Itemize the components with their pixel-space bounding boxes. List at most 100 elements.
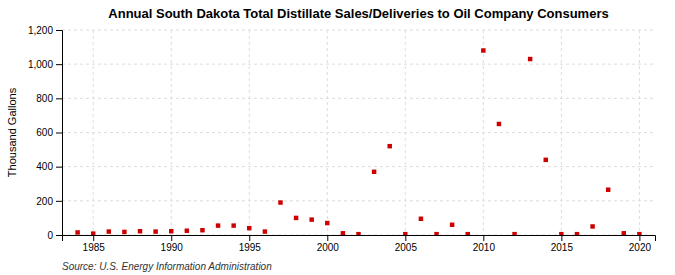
tick: 800 [36, 93, 62, 104]
grid-line [405, 30, 406, 235]
point [372, 170, 376, 174]
point [512, 232, 516, 235]
tick: 400 [36, 161, 62, 172]
point [91, 231, 95, 235]
point [107, 229, 111, 233]
tick: 1,000 [28, 59, 62, 70]
point [434, 232, 438, 235]
grid-line [483, 30, 484, 235]
point [325, 221, 329, 225]
point [590, 224, 594, 228]
tick-mark [56, 64, 62, 65]
point [450, 223, 454, 227]
tick-label: 800 [36, 93, 53, 104]
grid-line [62, 166, 655, 167]
axis-line [63, 236, 656, 242]
point [294, 216, 298, 220]
tick: 2005 [395, 235, 418, 253]
tick-mark [56, 98, 62, 99]
point [528, 57, 532, 61]
point [138, 229, 142, 233]
point [309, 217, 313, 221]
point [278, 200, 282, 204]
tick-label: 1,000 [28, 59, 53, 70]
point [622, 231, 626, 235]
grid-line [62, 200, 655, 201]
grid-line [93, 30, 94, 235]
tick: 2000 [317, 235, 340, 253]
point [466, 232, 470, 235]
tick-label: 2005 [395, 242, 418, 253]
tick-mark [56, 30, 62, 31]
point [637, 232, 641, 235]
tick-label: 2010 [473, 242, 496, 253]
tick-mark [483, 235, 484, 241]
tick-label: 0 [47, 230, 53, 241]
x-axis: 1985 1990 1995 2000 2005 2010 2015 2020 [63, 235, 656, 253]
point [247, 226, 251, 230]
point [403, 232, 407, 235]
tick-label: 1985 [83, 242, 106, 253]
grid [62, 30, 655, 235]
tick-mark [171, 235, 172, 241]
tick-mark [561, 235, 562, 241]
tick: 200 [36, 196, 62, 207]
grid-line [62, 98, 655, 99]
tick-label: 2020 [629, 242, 652, 253]
tick: 1,200 [28, 25, 62, 36]
tick-label: 400 [36, 161, 53, 172]
tick-mark [56, 167, 62, 168]
point [216, 223, 220, 227]
tick: 600 [36, 127, 62, 138]
point [200, 228, 204, 232]
point [231, 223, 235, 227]
title: Annual South Dakota Total Distillate Sal… [108, 6, 608, 21]
point [263, 229, 267, 233]
point [559, 232, 563, 235]
tick-label: 2000 [317, 242, 340, 253]
tick-label: 2015 [551, 242, 574, 253]
grid-line [171, 30, 172, 235]
tick-mark [639, 235, 640, 241]
tick: 2010 [473, 235, 496, 253]
point [122, 230, 126, 234]
tick: 1990 [161, 235, 184, 253]
tick: 2020 [629, 235, 652, 253]
tick-mark [405, 235, 406, 241]
point [497, 122, 501, 126]
tick-mark [249, 235, 250, 241]
grid-line [327, 30, 328, 235]
point [544, 158, 548, 162]
tick-label: 200 [36, 196, 53, 207]
point [75, 230, 79, 234]
tick-mark [56, 133, 62, 134]
source: Source: U.S. Energy Information Administ… [62, 261, 272, 272]
axis-line [56, 31, 63, 236]
points [75, 48, 641, 235]
grid-line [249, 30, 250, 235]
tick-mark [327, 235, 328, 241]
tick-label: 1995 [239, 242, 262, 253]
grid-line [62, 132, 655, 133]
tick-mark [93, 235, 94, 241]
tick: 1995 [239, 235, 262, 253]
point [481, 48, 485, 52]
grid-line [639, 30, 640, 235]
tick-label: 600 [36, 127, 53, 138]
point [153, 229, 157, 233]
point [606, 187, 610, 191]
tick-label: 1990 [161, 242, 184, 253]
point [341, 231, 345, 235]
chart: 1985 1990 1995 2000 2005 2010 2015 2020 0 200 400 6… [0, 0, 675, 275]
point [356, 232, 360, 235]
point [419, 217, 423, 221]
point [387, 144, 391, 148]
y-axis-title: Thousand Gallons [6, 87, 18, 177]
grid-line [62, 30, 655, 31]
tick: 2015 [551, 235, 574, 253]
point [575, 232, 579, 235]
tick: 1985 [83, 235, 106, 253]
point [169, 229, 173, 233]
y-axis: 0 200 400 600 800 1,000 1,200 [28, 25, 63, 241]
tick-mark [56, 201, 62, 202]
